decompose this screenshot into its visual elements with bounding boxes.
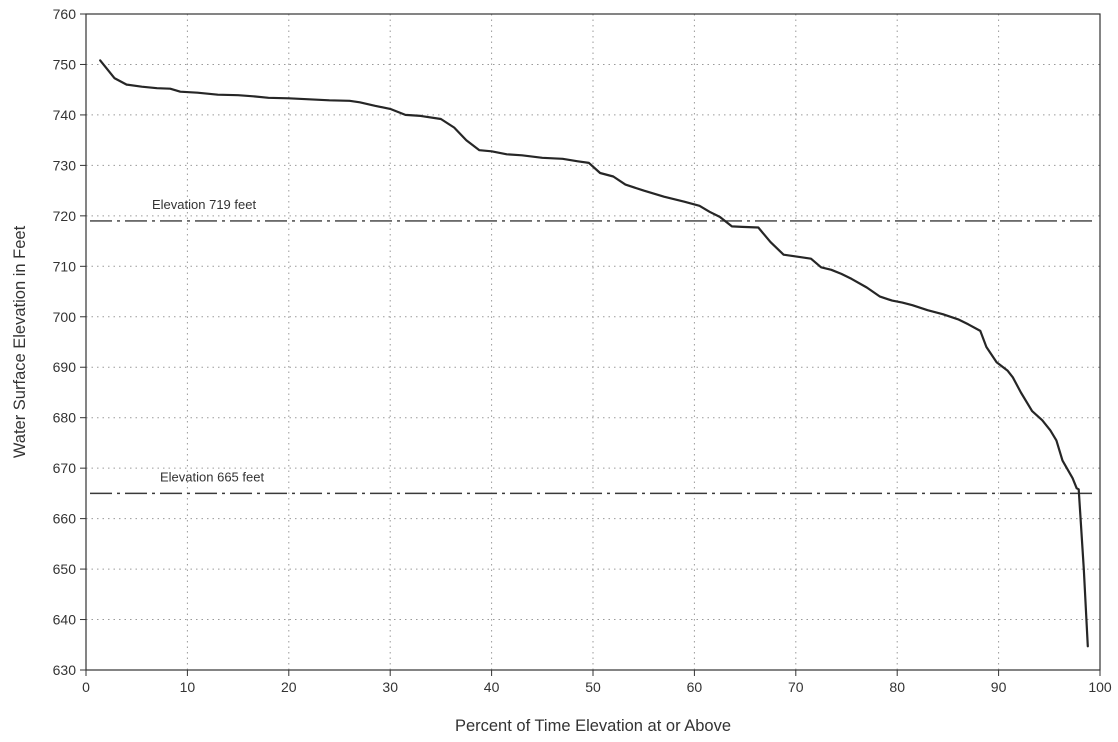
x-tick-label: 90 xyxy=(991,679,1007,695)
y-tick-label: 750 xyxy=(53,56,77,72)
series-layer xyxy=(99,59,1089,648)
x-tick-label: 0 xyxy=(82,679,90,695)
y-tick-label: 740 xyxy=(53,107,77,123)
gridlines xyxy=(86,14,1100,670)
tick-labels: 0 10 20 30 40 50 60 70 80 90 100 630 640 650 660 670 680… xyxy=(53,6,1112,695)
x-tick-label: 40 xyxy=(484,679,500,695)
reference-lines: Elevation 719 feet Elevation 665 feet xyxy=(90,197,1096,495)
series-line-0 xyxy=(99,59,1089,648)
y-axis-title: Water Surface Elevation in Feet xyxy=(11,225,29,458)
y-tick-label: 700 xyxy=(53,309,77,325)
y-tick-label: 640 xyxy=(53,612,77,628)
axis-ticks xyxy=(80,13,1101,676)
y-tick-label: 760 xyxy=(53,6,77,22)
y-tick-label: 650 xyxy=(53,561,77,577)
x-tick-label: 70 xyxy=(788,679,804,695)
y-tick-label: 720 xyxy=(53,208,77,224)
x-tick-label: 20 xyxy=(281,679,297,695)
y-tick-label: 690 xyxy=(53,359,77,375)
x-tick-label: 10 xyxy=(180,679,196,695)
x-tick-label: 80 xyxy=(889,679,905,695)
reference-line-label: Elevation 719 feet xyxy=(152,197,256,212)
y-tick-label: 670 xyxy=(53,460,77,476)
plot-frame xyxy=(85,13,1101,671)
x-tick-label: 50 xyxy=(585,679,601,695)
x-tick-label: 30 xyxy=(382,679,398,695)
x-axis-title: Percent of Time Elevation at or Above xyxy=(455,717,731,735)
reference-line-label: Elevation 665 feet xyxy=(160,469,264,484)
y-tick-label: 660 xyxy=(53,511,77,527)
y-tick-label: 630 xyxy=(53,662,77,678)
x-tick-label: 100 xyxy=(1088,679,1112,695)
y-tick-label: 680 xyxy=(53,410,77,426)
x-tick-label: 60 xyxy=(687,679,703,695)
y-tick-label: 730 xyxy=(53,157,77,173)
y-tick-label: 710 xyxy=(53,258,77,274)
